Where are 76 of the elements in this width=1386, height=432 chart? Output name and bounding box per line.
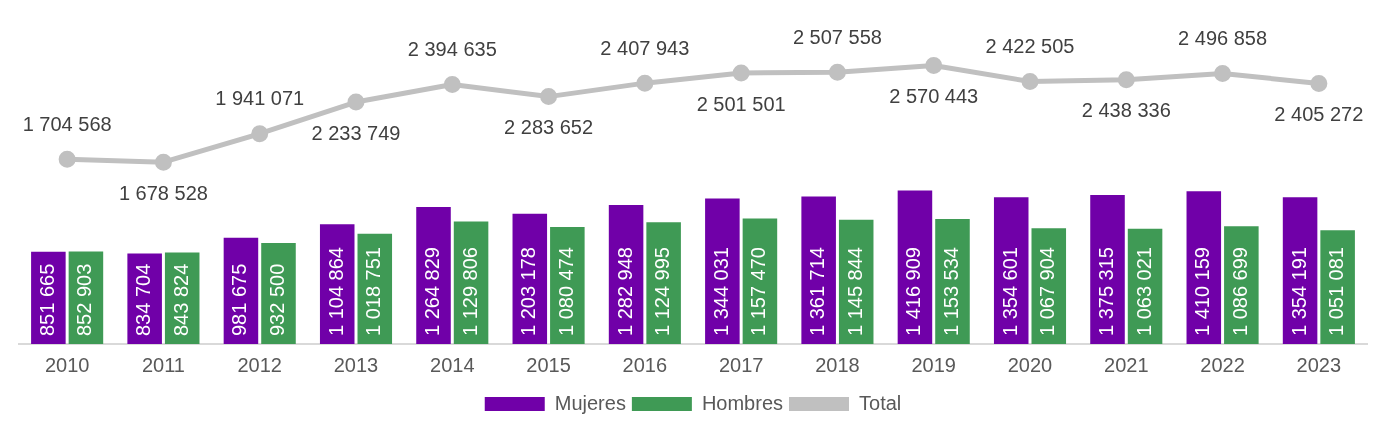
data-label: 2 496 858 <box>1178 27 1268 50</box>
data-label: 1 344 031 <box>709 247 732 336</box>
data-label: 2 283 652 <box>504 116 594 139</box>
data-label: 1 678 528 <box>118 181 208 204</box>
data-label: 1 104 864 <box>324 247 347 336</box>
data-label: 1 080 474 <box>554 247 577 336</box>
data-label: 1 063 021 <box>1132 247 1155 336</box>
x-tick-label: 2017 <box>718 353 764 376</box>
data-label: 1 354 601 <box>998 247 1021 336</box>
data-label: 1 375 315 <box>1095 247 1118 336</box>
x-tick-label: 2019 <box>911 353 956 376</box>
data-label: 1 086 699 <box>1228 247 1251 336</box>
data-label: 2 438 336 <box>1081 99 1171 122</box>
data-label: 1 129 806 <box>458 247 481 336</box>
data-label: 1 157 470 <box>747 247 770 336</box>
data-label: 1 354 191 <box>1287 247 1310 336</box>
point <box>828 63 846 81</box>
data-label: 1 282 948 <box>613 247 636 336</box>
data-label: 852 903 <box>73 263 96 336</box>
x-tick-label: 2020 <box>1007 353 1053 376</box>
point <box>925 57 943 75</box>
point <box>1021 73 1039 91</box>
data-label: 2 233 749 <box>311 121 401 144</box>
bar <box>1090 195 1125 344</box>
data-label: 1 410 159 <box>1191 247 1214 336</box>
data-label: 981 675 <box>228 263 251 336</box>
data-label: 1 361 714 <box>806 247 829 336</box>
point <box>58 150 76 168</box>
data-label: 1 203 178 <box>517 247 540 336</box>
legend-label: Total <box>859 391 902 414</box>
bar <box>801 196 836 344</box>
x-tick-label: 2015 <box>526 353 571 376</box>
data-label: 1 018 751 <box>362 247 385 336</box>
point <box>540 88 558 106</box>
data-label: 1 941 071 <box>215 87 305 110</box>
x-tick-label: 2013 <box>333 353 379 376</box>
data-label: 1 051 081 <box>1325 247 1348 336</box>
data-label: 2 394 635 <box>407 38 497 61</box>
x-tick-label: 2010 <box>44 353 90 376</box>
point <box>1310 74 1328 92</box>
point <box>443 76 461 94</box>
x-tick-label: 2011 <box>141 353 185 376</box>
data-label: 1 264 829 <box>421 247 444 336</box>
data-label: 2 407 943 <box>600 36 690 59</box>
data-label: 1 704 568 <box>22 112 112 135</box>
data-label: 2 570 443 <box>889 85 979 108</box>
data-label: 843 824 <box>169 263 192 336</box>
data-label: 1 153 534 <box>940 247 963 336</box>
point <box>251 125 269 143</box>
x-tick-label: 2016 <box>622 353 668 376</box>
point <box>1117 71 1135 89</box>
x-tick-label: 2022 <box>1200 353 1245 376</box>
x-tick-label: 2018 <box>815 353 860 376</box>
x-tick-label: 2014 <box>430 353 475 376</box>
point <box>347 93 365 111</box>
data-label: 2 507 558 <box>792 25 882 48</box>
data-label: 851 665 <box>35 263 58 336</box>
x-tick-label: 2012 <box>237 353 282 376</box>
data-label: 2 422 505 <box>985 35 1075 58</box>
point <box>636 74 654 92</box>
point <box>154 153 172 171</box>
data-label: 2 405 272 <box>1274 102 1364 125</box>
point <box>1214 65 1232 83</box>
x-tick-label: 2023 <box>1296 353 1342 376</box>
data-label: 1 145 844 <box>843 247 866 336</box>
data-label: 2 501 501 <box>696 92 786 115</box>
data-label: 1 124 995 <box>651 247 674 336</box>
x-tick-label: 2021 <box>1104 353 1149 376</box>
data-label: 1 067 904 <box>1036 247 1059 336</box>
bar <box>705 198 740 344</box>
data-label: 932 500 <box>266 263 289 336</box>
data-label: 834 704 <box>132 263 155 336</box>
data-label: 1 416 909 <box>902 247 925 336</box>
legend-label: Mujeres <box>554 391 626 414</box>
legend-label: Hombres <box>701 391 784 414</box>
point <box>732 64 750 82</box>
